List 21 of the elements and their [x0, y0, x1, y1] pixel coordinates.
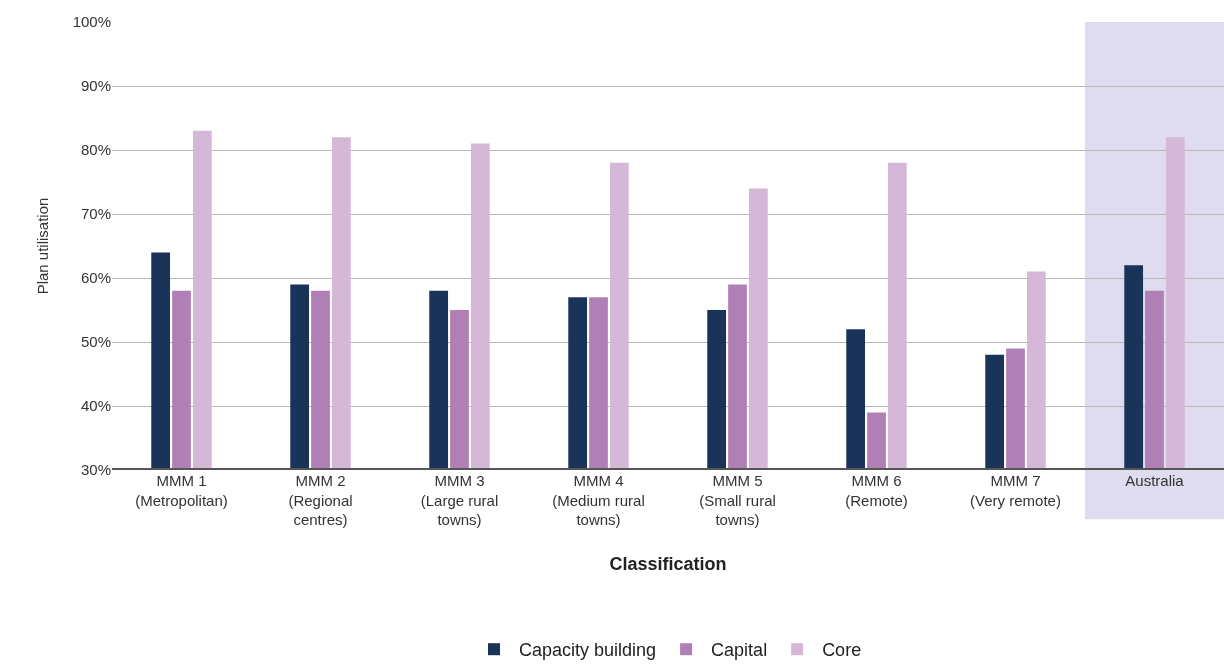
x-axis-title: Classification [609, 554, 727, 575]
legend-label: Capital [711, 640, 768, 661]
x-tick-label: MMM 7 (Very remote) [970, 472, 1061, 509]
y-tick-label: 100% [72, 13, 111, 31]
y-tick-label: 40% [80, 397, 111, 415]
x-tick-label: MMM 1 (Metropolitan) [135, 472, 228, 509]
y-tick-label: 90% [80, 77, 111, 95]
legend-label: Capacity building [519, 640, 657, 661]
x-tick-label: MMM 5 (Small rural towns) [699, 472, 776, 528]
x-tick-label: MMM 4 (Medium rural towns) [552, 472, 645, 528]
x-tick-label: MMM 2 (Regional centres) [288, 472, 353, 528]
y-tick-label: 60% [80, 269, 111, 287]
x-tick-label: MMM 3 (Large rural towns) [420, 472, 499, 528]
y-tick-label: 50% [80, 333, 111, 351]
y-tick-label: 80% [80, 141, 111, 159]
y-tick-label: 70% [80, 205, 111, 223]
x-tick-label: Australia [1125, 472, 1185, 489]
legend-label: Core [822, 640, 862, 661]
y-axis-title: Plan utilisation [33, 197, 51, 295]
x-tick-label: MMM 6 (Remote) [845, 472, 908, 509]
y-tick-label: 30% [80, 461, 111, 479]
